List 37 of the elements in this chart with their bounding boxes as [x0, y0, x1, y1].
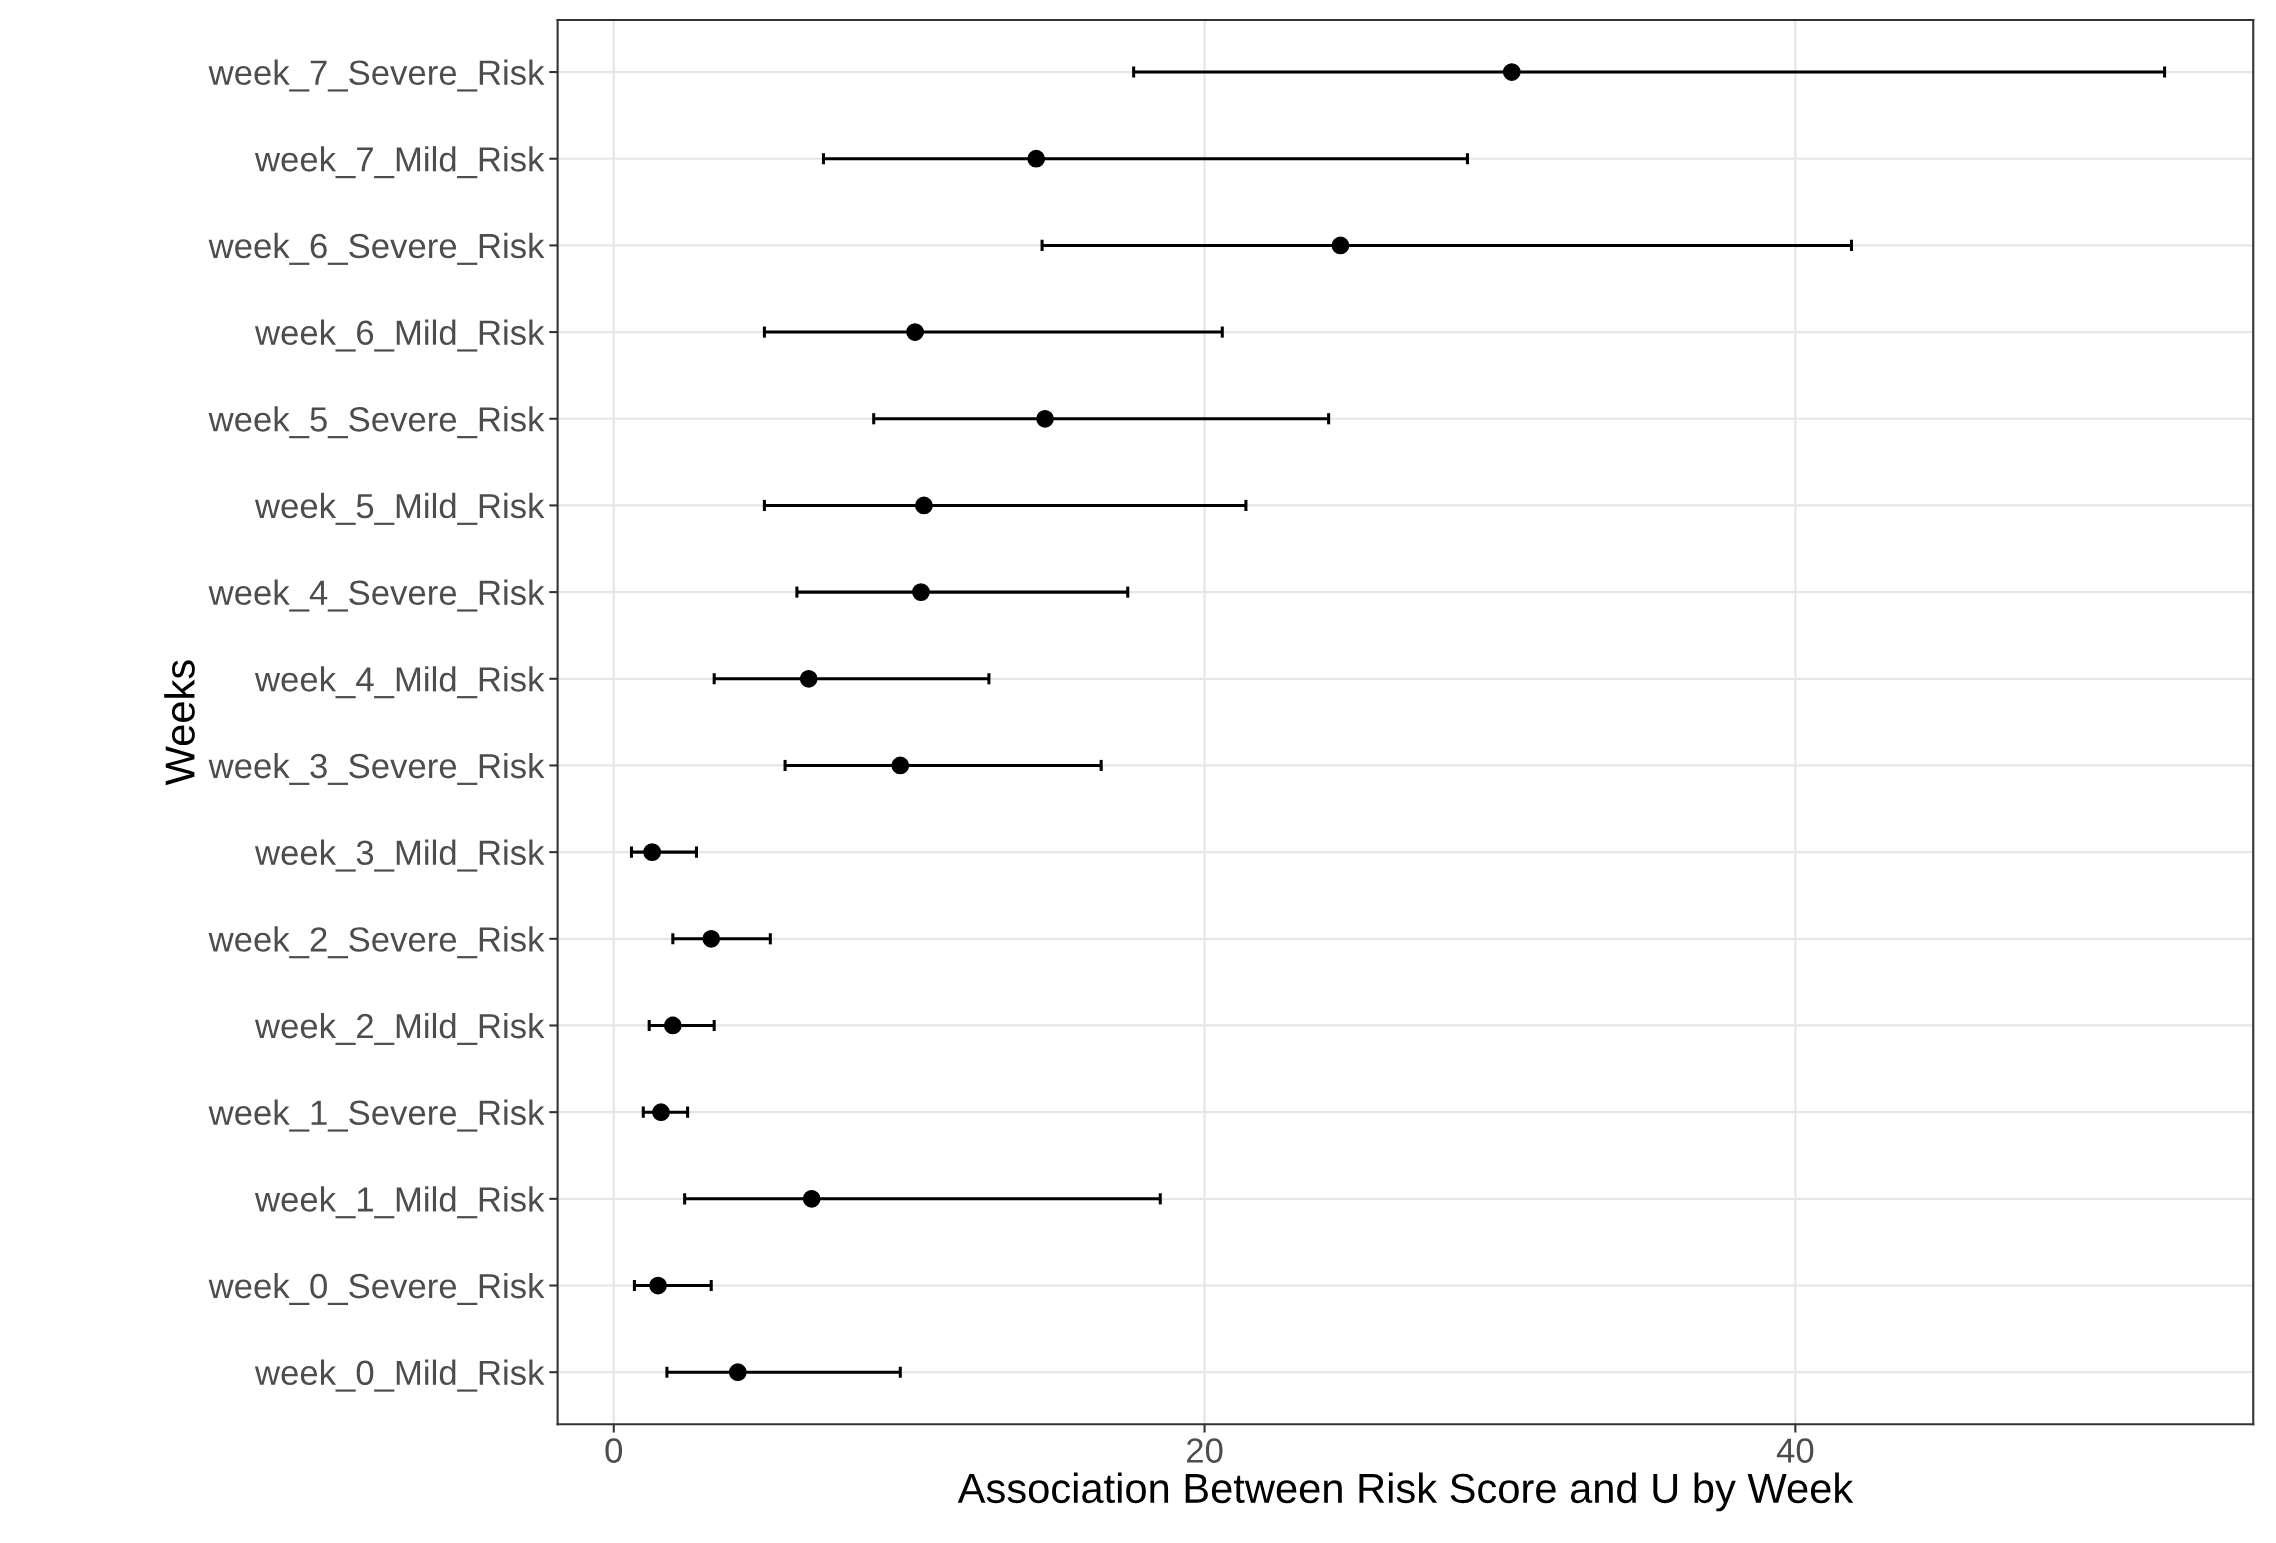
y-tick-label: week_5_Severe_Risk [208, 406, 545, 439]
y-tick-label: week_5_Mild_Risk [254, 492, 545, 525]
point [652, 1103, 670, 1122]
point [1027, 149, 1046, 168]
point [649, 1276, 667, 1295]
x-axis-title: Association Between Risk Score and U by Week [957, 1472, 1854, 1512]
x-tick-label: 40 [1776, 1438, 1814, 1463]
y-tick-label: week_4_Mild_Risk [254, 666, 545, 699]
y-tick-label: week_3_Mild_Risk [254, 839, 545, 872]
point [1331, 236, 1350, 255]
y-tick-label: week_7_Severe_Risk [208, 59, 545, 92]
y-tick-label: week_1_Severe_Risk [208, 1099, 545, 1132]
point [906, 323, 924, 341]
y-axis-title: Weeks [164, 660, 195, 786]
point [1036, 409, 1054, 428]
y-tick-label: week_6_Severe_Risk [208, 232, 545, 265]
y-tick-label: week_4_Severe_Risk [208, 579, 545, 612]
point [728, 1363, 747, 1382]
point [1502, 63, 1521, 81]
y-tick-label: week_6_Mild_Risk [254, 319, 545, 352]
point [702, 929, 721, 948]
y-tick-label: week_0_Mild_Risk [254, 1359, 545, 1392]
point [799, 669, 818, 688]
point [802, 1189, 821, 1208]
y-tick-label: week_1_Mild_Risk [254, 1186, 545, 1219]
point [643, 843, 662, 862]
point [912, 583, 930, 601]
y-tick-label: week_7_Mild_Risk [254, 146, 545, 179]
y-tick-label: week_3_Severe_Risk [208, 752, 545, 785]
y-tick-label: week_0_Severe_Risk [208, 1272, 545, 1305]
point [915, 496, 933, 515]
point [891, 756, 910, 775]
y-tick-label: week_2_Severe_Risk [208, 926, 545, 959]
x-tick-label: 20 [1186, 1438, 1223, 1463]
y-tick-label: week_2_Mild_Risk [254, 1012, 545, 1045]
x-tick-label: 0 [605, 1438, 623, 1463]
point [663, 1016, 682, 1035]
